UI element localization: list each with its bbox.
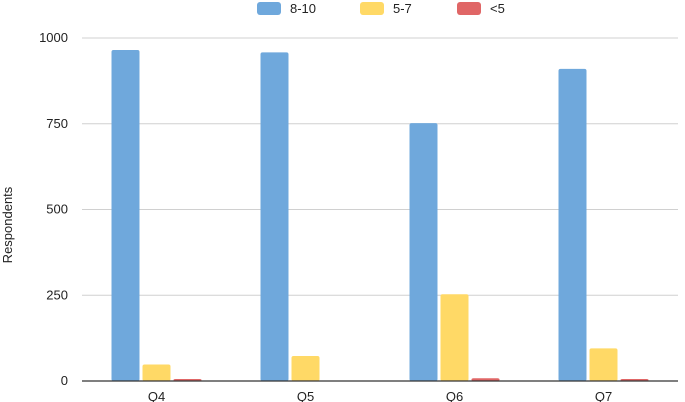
bar-q6-series-2 bbox=[471, 378, 500, 381]
bar-q5-series-1 bbox=[291, 355, 320, 381]
bar-q4-series-1 bbox=[142, 364, 171, 381]
x-tick-label-q4: Q4 bbox=[148, 389, 165, 402]
y-tick-label: 500 bbox=[46, 202, 68, 217]
y-tick-label: 0 bbox=[61, 373, 68, 388]
legend-item: <5 bbox=[457, 1, 505, 16]
x-tick-label-q5: Q5 bbox=[297, 389, 314, 402]
bars bbox=[111, 50, 649, 382]
legend-label: 8-10 bbox=[290, 1, 316, 16]
legend-swatch bbox=[457, 2, 481, 15]
legend-swatch bbox=[257, 2, 281, 15]
x-axis-ticks: Q4 Q5 Q6 Q7 bbox=[148, 389, 612, 402]
bar-q6-series-0 bbox=[409, 123, 438, 382]
y-tick-label: 250 bbox=[46, 287, 68, 302]
bar-q7-series-1 bbox=[589, 348, 618, 381]
bar-q7-series-0 bbox=[558, 68, 587, 382]
bar-q5-series-0 bbox=[260, 52, 289, 381]
legend-item: 5-7 bbox=[360, 1, 412, 16]
y-tick-label: 1000 bbox=[39, 30, 68, 45]
legend-swatch bbox=[360, 2, 384, 15]
x-tick-label-q6: Q6 bbox=[446, 389, 463, 402]
gridlines bbox=[82, 37, 678, 296]
y-tick-label: 750 bbox=[46, 116, 68, 131]
x-tick-label-q7: Q7 bbox=[595, 389, 612, 402]
bar-q6-series-1 bbox=[440, 294, 469, 381]
y-axis-ticks: 0 250 500 750 1000 bbox=[39, 30, 68, 388]
bar-q4-series-0 bbox=[111, 50, 140, 381]
legend-label: 5-7 bbox=[393, 1, 412, 16]
legend: 8-10 5-7 <5 bbox=[257, 1, 505, 16]
legend-label: <5 bbox=[490, 1, 505, 16]
legend-item: 8-10 bbox=[257, 1, 316, 16]
y-axis-title: Respondents bbox=[0, 186, 15, 263]
